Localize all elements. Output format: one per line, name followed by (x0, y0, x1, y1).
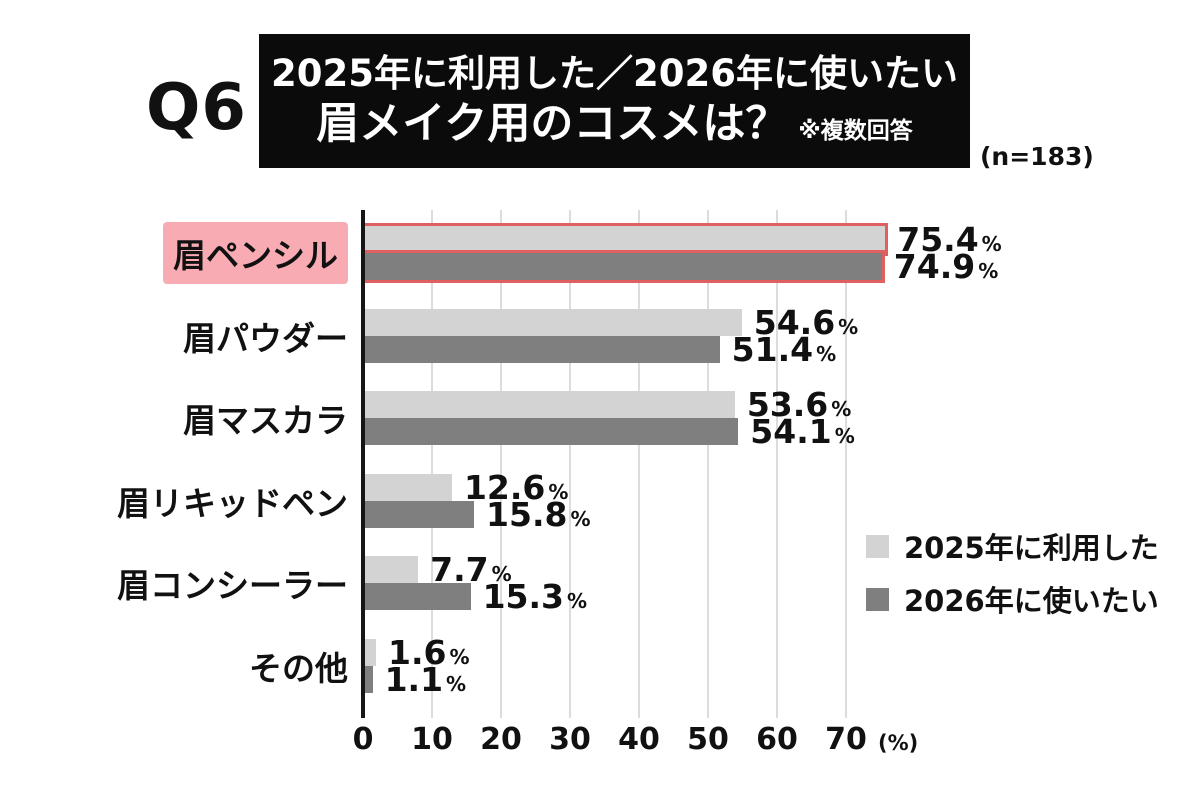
question-number: Q6 (146, 71, 247, 145)
value-label: 1.1% (385, 663, 467, 696)
value-number: 1.6 (388, 632, 447, 672)
bar-2025 (361, 223, 889, 256)
title-line-2-text: 眉メイク用のコスメは？ (316, 99, 789, 150)
x-tick-label: 10 (411, 722, 453, 757)
bar-2026 (365, 500, 475, 528)
category-label-text: 眉リキッドペン (117, 483, 348, 523)
value-label: 53.6% (747, 388, 852, 421)
value-number: 74.9 (893, 247, 976, 286)
bar-2025 (365, 556, 419, 583)
percent-sign: % (446, 671, 467, 696)
x-tick-label: 70 (825, 722, 867, 757)
percent-sign: % (834, 424, 855, 448)
x-tick-label: 60 (756, 722, 798, 757)
value-number: 1.1 (384, 659, 444, 699)
bar-2026 (365, 583, 471, 610)
value-label: 1.6% (388, 636, 470, 669)
value-label: 15.3% (483, 580, 588, 613)
bar-2025 (365, 308, 742, 336)
x-tick-label: 40 (618, 722, 660, 757)
bar-2025 (365, 391, 735, 418)
gridline (776, 210, 778, 718)
value-label: 74.9% (894, 250, 999, 283)
percent-sign: % (816, 341, 837, 366)
gridline (707, 210, 709, 718)
legend-label-2025: 2025年に利用した (904, 531, 1159, 565)
value-number: 54.1 (750, 412, 832, 451)
x-tick-label: 50 (687, 722, 729, 757)
legend-swatch-2025 (866, 534, 889, 558)
category-label: 眉ペンシル (0, 222, 348, 284)
value-number: 75.4 (897, 220, 979, 259)
multiple-answer-note: ※複数回答 (798, 118, 913, 145)
value-number: 53.6 (746, 385, 829, 424)
sample-size: (n=183) (980, 142, 1094, 171)
value-label: 7.7% (430, 553, 512, 586)
category-label: 眉パウダー (0, 306, 348, 366)
value-label: 12.6% (464, 471, 569, 504)
gridline (569, 210, 571, 718)
legend-item-2025: 2025年に利用した (866, 525, 1159, 567)
gridline (638, 210, 640, 718)
bar-2026 (365, 665, 373, 693)
percent-sign: % (838, 314, 859, 339)
value-label: 75.4% (897, 223, 1002, 256)
gridline (500, 210, 502, 718)
category-label: 眉コンシーラー (0, 553, 348, 613)
gridline (431, 210, 433, 718)
value-label: 54.1% (750, 415, 855, 448)
value-number: 15.3 (482, 577, 564, 616)
category-label-text: その他 (249, 648, 348, 688)
value-number: 12.6 (463, 467, 546, 507)
bar-2026 (362, 250, 885, 283)
percent-sign: % (978, 259, 999, 283)
percent-sign: % (570, 506, 591, 531)
bar-2026 (365, 335, 720, 363)
value-number: 54.6 (753, 302, 836, 342)
gridline (845, 210, 847, 718)
legend-label-2026: 2026年に使いたい (904, 584, 1159, 618)
value-number: 7.7 (430, 550, 489, 589)
category-label-text: 眉ペンシル (163, 222, 348, 284)
category-label-text: 眉パウダー (183, 318, 348, 358)
percent-sign: % (566, 589, 588, 613)
x-tick-label: 20 (480, 722, 522, 757)
y-axis-line (361, 210, 365, 718)
percent-sign: % (548, 479, 569, 504)
value-label: 51.4% (732, 333, 837, 366)
legend-item-2026: 2026年に使いたい (866, 578, 1159, 620)
category-label-text: 眉マスカラ (183, 401, 348, 440)
percent-sign: % (491, 562, 512, 586)
title-line-1: 2025年に利用した／2026年に使いたい (271, 51, 958, 95)
title-box: 2025年に利用した／2026年に使いたい 眉メイク用のコスメは？ ※複数回答 (259, 34, 970, 168)
value-number: 51.4 (731, 329, 814, 369)
category-label: 眉マスカラ (0, 388, 348, 448)
bar-2025 (365, 638, 377, 666)
x-tick-label: 30 (549, 722, 591, 757)
category-label: 眉リキッドペン (0, 471, 348, 531)
percent-sign: % (449, 644, 470, 669)
x-tick-label: 0 (352, 722, 374, 757)
percent-sign: % (831, 397, 852, 421)
bar-2025 (365, 473, 452, 501)
title-line-2: 眉メイク用のコスメは？ ※複数回答 (316, 99, 913, 150)
category-label: その他 (0, 636, 348, 696)
x-axis-unit: (%) (878, 731, 919, 755)
value-label: 54.6% (754, 306, 859, 339)
legend-swatch-2026 (866, 587, 889, 611)
bar-2026 (365, 418, 739, 445)
percent-sign: % (981, 232, 1002, 256)
value-label: 15.8% (486, 498, 591, 531)
value-number: 15.8 (486, 494, 568, 534)
category-label-text: 眉コンシーラー (117, 566, 348, 605)
